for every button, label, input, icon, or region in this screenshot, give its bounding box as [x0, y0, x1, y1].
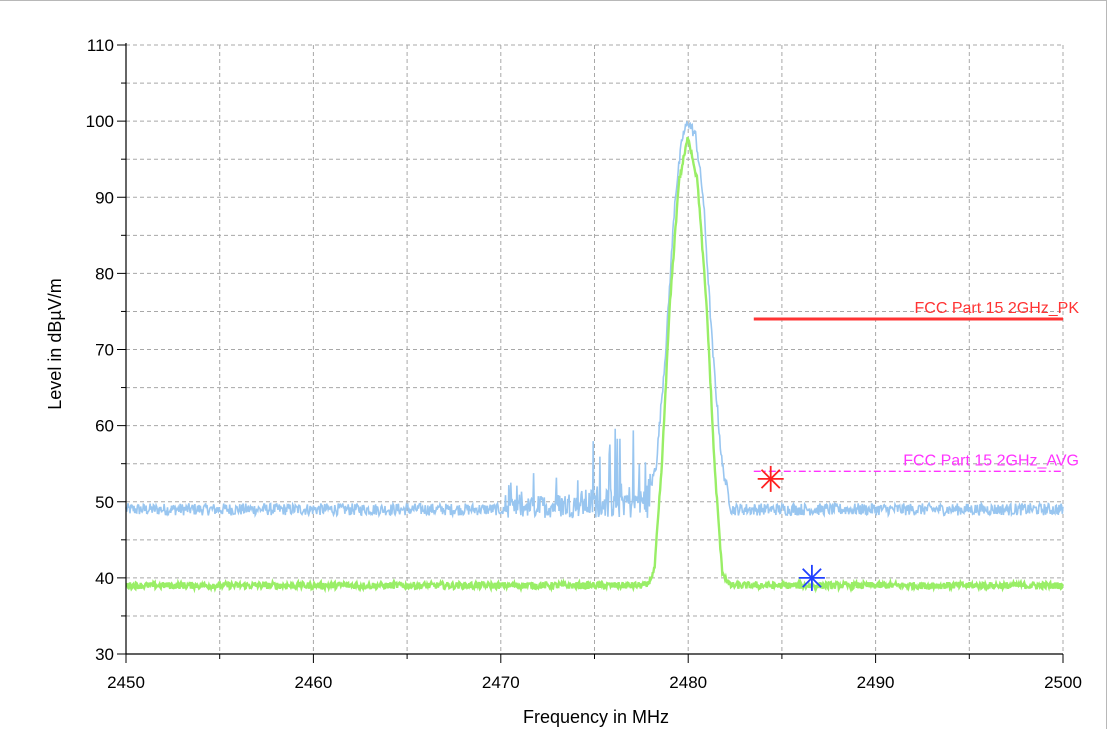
peak-marker-star [757, 465, 784, 492]
y-tick-label: 60 [95, 417, 114, 436]
x-tick-label: 2460 [294, 673, 332, 692]
x-tick-label: 2470 [482, 673, 520, 692]
marker-ray [802, 568, 822, 588]
average-marker-star [798, 564, 825, 591]
axes [117, 43, 1064, 663]
y-tick-label: 50 [95, 493, 114, 512]
tick-labels: 30 40 50 60 70 80 90 100 110 2450 2460 2470 2480 2490… [86, 36, 1082, 692]
grid [126, 44, 1064, 654]
y-tick-label: 90 [95, 188, 114, 207]
x-tick-label: 2490 [857, 673, 895, 692]
pk-limit-label: FCC Part 15 2GHz_PK [915, 300, 1080, 317]
x-tick-label: 2450 [107, 673, 145, 692]
peak-trace [125, 121, 1064, 519]
avg-limit-label: FCC Part 15 2GHz_AVG [903, 452, 1079, 469]
y-tick-label: 30 [95, 645, 114, 664]
average-trace [125, 136, 1064, 594]
y-tick-label: 70 [95, 341, 114, 360]
traces [125, 121, 1064, 594]
x-tick-label: 2500 [1044, 673, 1082, 692]
x-tick-label: 2480 [669, 673, 707, 692]
y-tick-label: 110 [87, 36, 114, 55]
y-tick-label: 100 [86, 112, 114, 131]
y-tick-label: 40 [95, 569, 114, 588]
y-tick-label: 80 [95, 264, 114, 283]
x-axis-title: Frequency in MHz [523, 707, 669, 727]
limit-lines: FCC Part 15 2GHz_PK FCC Part 15 2GHz_AVG [753, 300, 1080, 472]
markers [757, 465, 825, 591]
y-axis-title: Level in dBµV/m [45, 278, 65, 409]
marker-ray [760, 469, 781, 489]
